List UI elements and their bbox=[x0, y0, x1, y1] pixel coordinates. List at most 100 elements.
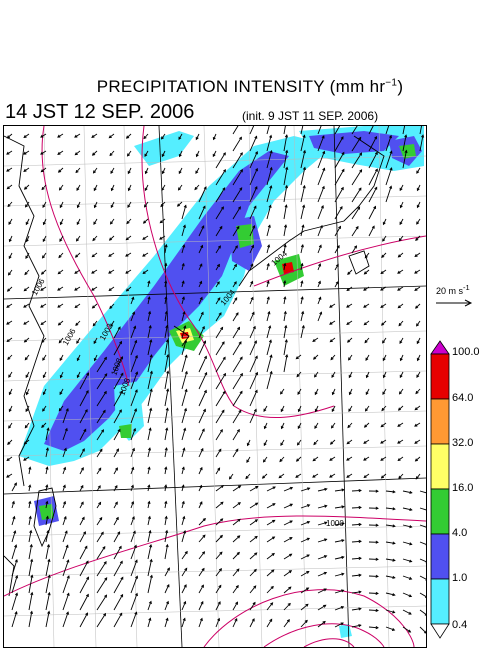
wind-vector-head bbox=[57, 304, 61, 308]
wind-vector bbox=[368, 592, 379, 594]
wind-vector-head bbox=[181, 262, 185, 267]
wind-vector bbox=[215, 391, 226, 407]
wind-vector-head bbox=[217, 617, 221, 622]
wind-vector-head bbox=[271, 569, 275, 573]
wind-vector bbox=[8, 252, 13, 259]
wind-vector bbox=[142, 252, 149, 257]
wind-vector-head bbox=[222, 152, 226, 156]
wind-vector bbox=[249, 206, 257, 220]
wind-vector-head bbox=[254, 552, 258, 556]
wind-vector-head bbox=[280, 442, 284, 447]
wind-vector bbox=[266, 520, 275, 526]
wind-vector bbox=[164, 447, 168, 458]
wind-vector-head bbox=[8, 221, 12, 226]
wind-vector bbox=[8, 269, 13, 276]
wind-vector-head bbox=[321, 185, 325, 190]
wind-vector-head bbox=[182, 447, 186, 451]
wind-vector bbox=[181, 296, 185, 305]
wind-vector-head bbox=[392, 524, 396, 528]
wind-vector bbox=[249, 168, 258, 186]
wind-vector bbox=[76, 184, 81, 191]
wind-vector-head bbox=[399, 374, 403, 379]
wind-vector bbox=[414, 422, 421, 427]
wind-vector bbox=[283, 503, 293, 509]
wind-vector-head bbox=[322, 620, 326, 624]
wind-vector bbox=[215, 535, 223, 543]
wind-vector-head bbox=[203, 408, 206, 412]
legend-swatch-under bbox=[430, 623, 450, 639]
wind-vector bbox=[334, 152, 345, 169]
wind-vector bbox=[419, 524, 426, 528]
wind-vector-head bbox=[63, 466, 67, 470]
wind-vector-head bbox=[251, 244, 255, 248]
wind-vector-head bbox=[414, 423, 418, 427]
wind-vector bbox=[181, 340, 187, 356]
wind-vector bbox=[283, 339, 288, 356]
wind-vector-head bbox=[45, 484, 49, 488]
wind-vector-head bbox=[314, 408, 318, 413]
wind-vector bbox=[215, 206, 224, 220]
wind-vector-head bbox=[161, 187, 165, 192]
wind-vector bbox=[249, 618, 255, 628]
wind-vector bbox=[62, 611, 69, 628]
rain-cell-taiwan-heavy bbox=[39, 504, 54, 520]
wind-vector-head bbox=[381, 254, 385, 258]
wind-vector bbox=[198, 448, 204, 458]
wind-vector bbox=[348, 405, 353, 412]
wind-vector-head bbox=[99, 516, 103, 521]
wind-vector bbox=[249, 409, 257, 424]
wind-vector-head bbox=[397, 305, 401, 309]
wind-vector bbox=[249, 126, 255, 135]
wind-vector-head bbox=[295, 474, 299, 478]
wind-vector-head bbox=[359, 152, 362, 156]
wind-vector bbox=[181, 244, 185, 254]
wind-vector bbox=[8, 405, 13, 412]
wind-vector bbox=[8, 218, 13, 225]
wind-vector-head bbox=[142, 271, 146, 275]
wind-vector bbox=[62, 501, 66, 509]
wind-vector-head bbox=[62, 500, 67, 505]
wind-vector bbox=[113, 429, 121, 441]
wind-vector bbox=[351, 574, 361, 577]
wind-vector-head bbox=[29, 529, 33, 534]
wind-vector bbox=[300, 603, 309, 611]
wind-vector bbox=[283, 354, 288, 373]
wind-vector bbox=[330, 354, 336, 360]
wind-vector bbox=[229, 473, 234, 480]
wind-vector bbox=[198, 225, 205, 237]
wind-vector-head bbox=[347, 424, 351, 429]
wind-vector-head bbox=[118, 545, 122, 549]
wind-vector bbox=[312, 473, 319, 478]
wind-vector-head bbox=[178, 136, 182, 141]
wind-vector-head bbox=[297, 391, 301, 396]
wind-vector bbox=[215, 485, 224, 492]
wind-vector bbox=[161, 184, 166, 191]
wind-vector-head bbox=[212, 136, 216, 141]
wind-vector-head bbox=[8, 238, 12, 243]
wind-vector bbox=[249, 536, 258, 543]
wind-vector-head bbox=[28, 515, 32, 520]
wind-vector bbox=[351, 506, 362, 509]
wind-vector-head bbox=[109, 221, 113, 225]
wind-vector bbox=[147, 501, 150, 509]
wind-vector-head bbox=[233, 263, 237, 268]
wind-vector bbox=[249, 552, 258, 560]
wind-vector-head bbox=[300, 243, 304, 248]
wind-vector-head bbox=[364, 340, 368, 344]
wind-vector-head bbox=[149, 407, 153, 411]
wind-vector bbox=[385, 609, 395, 613]
wind-vector bbox=[380, 422, 387, 428]
wind-vector-head bbox=[127, 187, 131, 192]
wind-vector bbox=[312, 456, 319, 462]
wind-vector bbox=[266, 536, 275, 543]
wind-vector bbox=[317, 572, 327, 577]
wind-vector bbox=[398, 235, 404, 241]
wind-vector bbox=[110, 167, 115, 174]
wind-vector bbox=[198, 518, 206, 526]
wind-vector bbox=[215, 410, 225, 424]
wind-vector bbox=[198, 501, 203, 509]
wind-vector bbox=[113, 501, 118, 509]
wind-vector bbox=[232, 169, 243, 186]
wind-vector-head bbox=[74, 287, 78, 291]
wind-vector-head bbox=[302, 204, 306, 208]
